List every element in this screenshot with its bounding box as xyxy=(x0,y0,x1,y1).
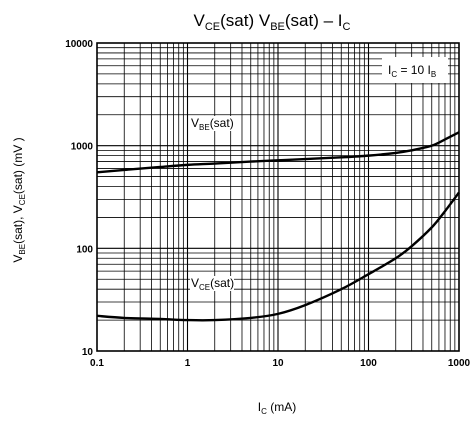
chart-title: VCE(sat) VBE(sat) – IC xyxy=(194,11,351,33)
y-tick-label: 10 xyxy=(82,347,94,358)
series-label-vce: VCE(sat) xyxy=(191,276,234,292)
series-line-vbe xyxy=(96,131,460,174)
x-tick-labels: 0.1 1 10 100 1000 xyxy=(90,358,470,369)
y-axis-label: VBE(sat), VCE(sat) (mV ) xyxy=(11,137,27,262)
grid xyxy=(97,43,459,351)
vce-label-bg xyxy=(190,276,234,291)
curves xyxy=(96,131,460,322)
annotation-box xyxy=(382,57,448,83)
x-tick-label: 1 xyxy=(185,358,191,369)
vbe-label-bg xyxy=(190,116,234,131)
series-label-vbe: VBE(sat) xyxy=(191,116,234,132)
y-tick-label: 10000 xyxy=(65,39,93,50)
y-tick-label: 1000 xyxy=(71,142,94,153)
x-tick-label: 0.1 xyxy=(90,358,104,369)
y-tick-labels: 10 100 1000 10000 xyxy=(65,39,93,358)
x-tick-label: 100 xyxy=(360,358,377,369)
y-tick-label: 100 xyxy=(76,244,93,255)
x-tick-label: 10 xyxy=(272,358,284,369)
x-axis-label: IC (mA) xyxy=(258,400,296,416)
series-line-vce xyxy=(96,191,460,322)
annotation-text: IC = 10 IB xyxy=(388,63,436,79)
x-tick-label: 1000 xyxy=(448,358,470,369)
plot-frame xyxy=(96,42,460,352)
